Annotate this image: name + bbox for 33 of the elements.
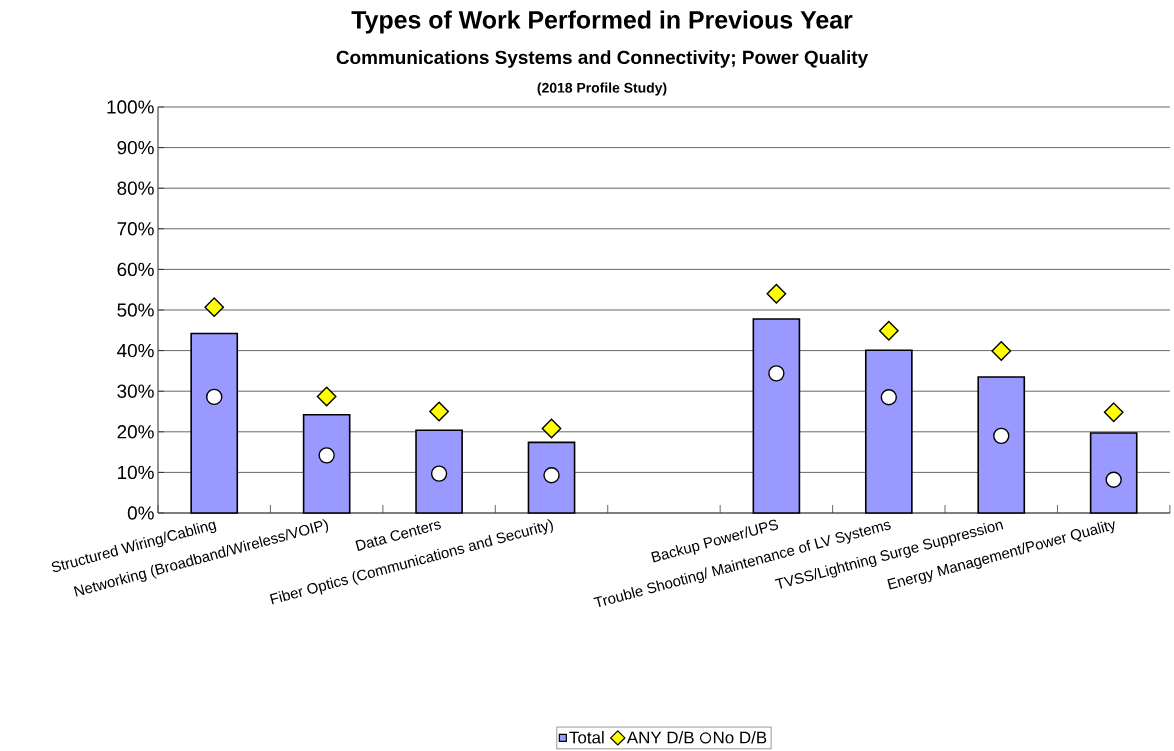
- text: (2018 Profile Study): [537, 82, 667, 96]
- point: [429, 401, 449, 422]
- y-tick-label: 70%: [117, 222, 154, 236]
- point: [1105, 471, 1122, 488]
- y-tick-label: 20%: [117, 425, 154, 439]
- point: [768, 365, 785, 382]
- point: [543, 467, 560, 484]
- point: [880, 389, 898, 406]
- point: [991, 341, 1012, 361]
- y-tick-label: 100%: [107, 100, 154, 114]
- y-tick-label: 60%: [117, 262, 154, 277]
- point: [993, 427, 1010, 445]
- chart-subtitle: Communications Systems and Connectivity; Power Quality: [336, 50, 869, 68]
- y-tick-label: 90%: [117, 140, 154, 155]
- y-tick-label: 80%: [117, 181, 154, 195]
- y-tick-label: 50%: [117, 303, 154, 317]
- point: [206, 388, 223, 406]
- y-tick-label: 10%: [118, 465, 154, 480]
- y-tick-label: 40%: [117, 343, 154, 358]
- point: [204, 297, 225, 318]
- legend-label: ANY D/B: [626, 731, 694, 744]
- legend-label: Total: [569, 731, 604, 744]
- point: [878, 320, 899, 341]
- point: [316, 386, 337, 407]
- point: [1103, 402, 1124, 423]
- chart-title: Types of Work Performed in Previous Year: [351, 10, 853, 34]
- point: [318, 447, 335, 464]
- y-tick-label: 30%: [117, 384, 154, 398]
- legend-label: No D/B: [713, 731, 767, 744]
- point: [430, 465, 448, 482]
- point: [541, 418, 562, 439]
- y-tick-label: 0%: [127, 506, 154, 520]
- point: [766, 283, 787, 304]
